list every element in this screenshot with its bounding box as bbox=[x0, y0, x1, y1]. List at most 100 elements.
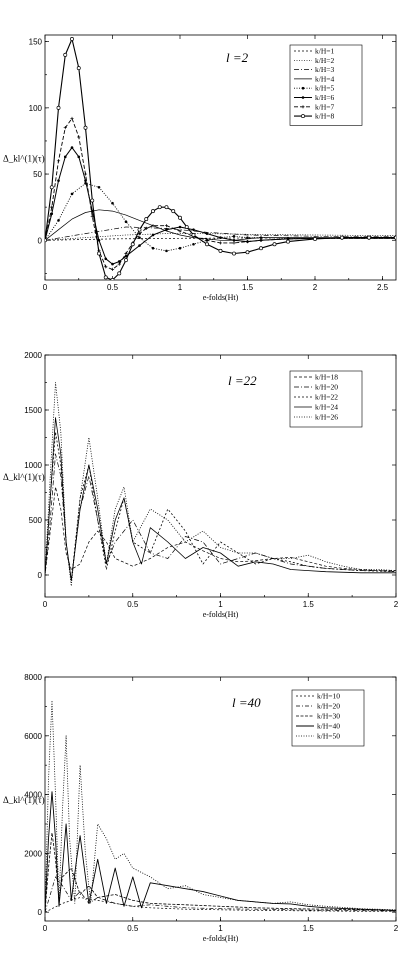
series-line-k-H-18 bbox=[45, 486, 396, 576]
data-point bbox=[144, 217, 149, 222]
data-point bbox=[63, 126, 67, 130]
y-tick-label: 0 bbox=[38, 908, 43, 917]
y-tick-label: 2000 bbox=[24, 849, 42, 858]
y-tick-label: 0 bbox=[38, 236, 43, 245]
data-point bbox=[124, 220, 128, 224]
data-point bbox=[340, 235, 344, 240]
legend-label: k/H=24 bbox=[315, 403, 338, 412]
legend-label: k/H=18 bbox=[315, 373, 338, 382]
data-point bbox=[63, 155, 67, 159]
data-point bbox=[205, 232, 209, 235]
series-line-k-H-20 bbox=[45, 876, 396, 913]
data-point bbox=[164, 205, 169, 210]
legend-marker bbox=[301, 114, 305, 119]
data-point bbox=[77, 155, 81, 159]
data-point bbox=[151, 233, 155, 237]
data-point bbox=[90, 198, 95, 203]
data-point bbox=[83, 172, 88, 176]
data-point bbox=[178, 215, 182, 220]
y-axis-label: Δ_kl^(1)(τ) bbox=[3, 795, 45, 805]
x-tick-label: 0 bbox=[43, 600, 48, 609]
data-point bbox=[286, 239, 290, 244]
y-tick-label: 2000 bbox=[24, 351, 42, 360]
legend-label: k/H=8 bbox=[315, 112, 334, 121]
legend-label: k/H=26 bbox=[315, 413, 338, 422]
legend-marker bbox=[301, 105, 305, 109]
data-point bbox=[272, 242, 277, 247]
data-point bbox=[192, 242, 195, 246]
panel-label: l =2 bbox=[226, 50, 249, 65]
legend-label: k/H=20 bbox=[317, 702, 340, 711]
data-point bbox=[137, 227, 142, 232]
x-tick-label: 2 bbox=[394, 924, 399, 933]
x-tick-label: 1 bbox=[178, 283, 183, 292]
y-tick-label: 8000 bbox=[24, 673, 42, 682]
data-point bbox=[56, 159, 61, 163]
series-line-k-H-2 bbox=[45, 233, 396, 241]
x-tick-label: 1 bbox=[218, 924, 223, 933]
data-point bbox=[178, 225, 182, 229]
legend-label: k/H=50 bbox=[317, 732, 340, 741]
legend-label: k/H=40 bbox=[317, 722, 340, 731]
legend-marker bbox=[301, 96, 305, 99]
data-point bbox=[111, 262, 114, 266]
data-point bbox=[259, 236, 263, 239]
data-point bbox=[57, 219, 60, 222]
x-tick-label: 0 bbox=[43, 924, 48, 933]
data-point bbox=[165, 249, 168, 253]
data-point bbox=[171, 209, 176, 214]
data-point bbox=[218, 248, 223, 253]
data-point bbox=[70, 37, 74, 41]
legend-label: k/H=2 bbox=[315, 56, 334, 65]
x-tick-label: 1 bbox=[218, 600, 223, 609]
data-point bbox=[130, 242, 135, 247]
data-point bbox=[165, 228, 168, 231]
data-point bbox=[57, 179, 60, 182]
data-point bbox=[259, 238, 263, 242]
data-point bbox=[394, 235, 396, 240]
series-line-k-H-22 bbox=[45, 431, 396, 581]
data-point bbox=[110, 267, 115, 272]
data-point bbox=[97, 238, 101, 242]
y-tick-label: 150 bbox=[29, 38, 43, 47]
x-tick-label: 0.5 bbox=[127, 924, 139, 933]
data-point bbox=[117, 260, 121, 263]
data-point bbox=[90, 209, 94, 213]
plot-frame-1 bbox=[44, 34, 397, 281]
data-point bbox=[117, 271, 122, 276]
data-point bbox=[124, 254, 128, 258]
data-point bbox=[232, 234, 236, 238]
data-point bbox=[124, 258, 128, 263]
legend: k/H=10k/H=20k/H=30k/H=40k/H=50 bbox=[291, 689, 365, 747]
data-point bbox=[104, 257, 108, 261]
series-line-k-H-3 bbox=[45, 226, 396, 241]
data-point bbox=[70, 146, 74, 149]
y-tick-label: 100 bbox=[29, 104, 43, 113]
x-tick-label: 1.5 bbox=[303, 600, 315, 609]
legend-label: k/H=10 bbox=[317, 692, 340, 701]
x-axis-label: e-folds(Ht) bbox=[203, 610, 239, 619]
x-tick-label: 0.5 bbox=[127, 600, 139, 609]
legend-label: k/H=20 bbox=[315, 383, 338, 392]
panel-1: 0 0.5 1 1.5 2 2.5 0 50 100 150 e-folds(Ht) Δ_kl^(1)… bbox=[3, 34, 397, 302]
series-line-k-H-10 bbox=[45, 897, 396, 913]
x-tick-label: 0 bbox=[43, 283, 48, 292]
series-line-k-H-7 bbox=[45, 117, 396, 270]
data-point bbox=[137, 232, 142, 236]
panel-label: l =22 bbox=[228, 373, 257, 388]
data-point bbox=[138, 244, 141, 247]
panel-label: l =40 bbox=[232, 695, 261, 710]
y-tick-label: 0 bbox=[38, 571, 43, 580]
legend-label: k/H=6 bbox=[315, 93, 334, 102]
data-point bbox=[192, 228, 195, 231]
data-point bbox=[184, 225, 189, 229]
data-point bbox=[83, 125, 88, 130]
data-point bbox=[245, 239, 250, 244]
data-point bbox=[97, 185, 101, 189]
series-line-k-H-50 bbox=[45, 700, 396, 913]
data-point bbox=[49, 185, 54, 190]
legend-marker bbox=[301, 86, 305, 90]
data-point bbox=[50, 212, 54, 216]
legend-label: k/H=22 bbox=[315, 393, 338, 402]
